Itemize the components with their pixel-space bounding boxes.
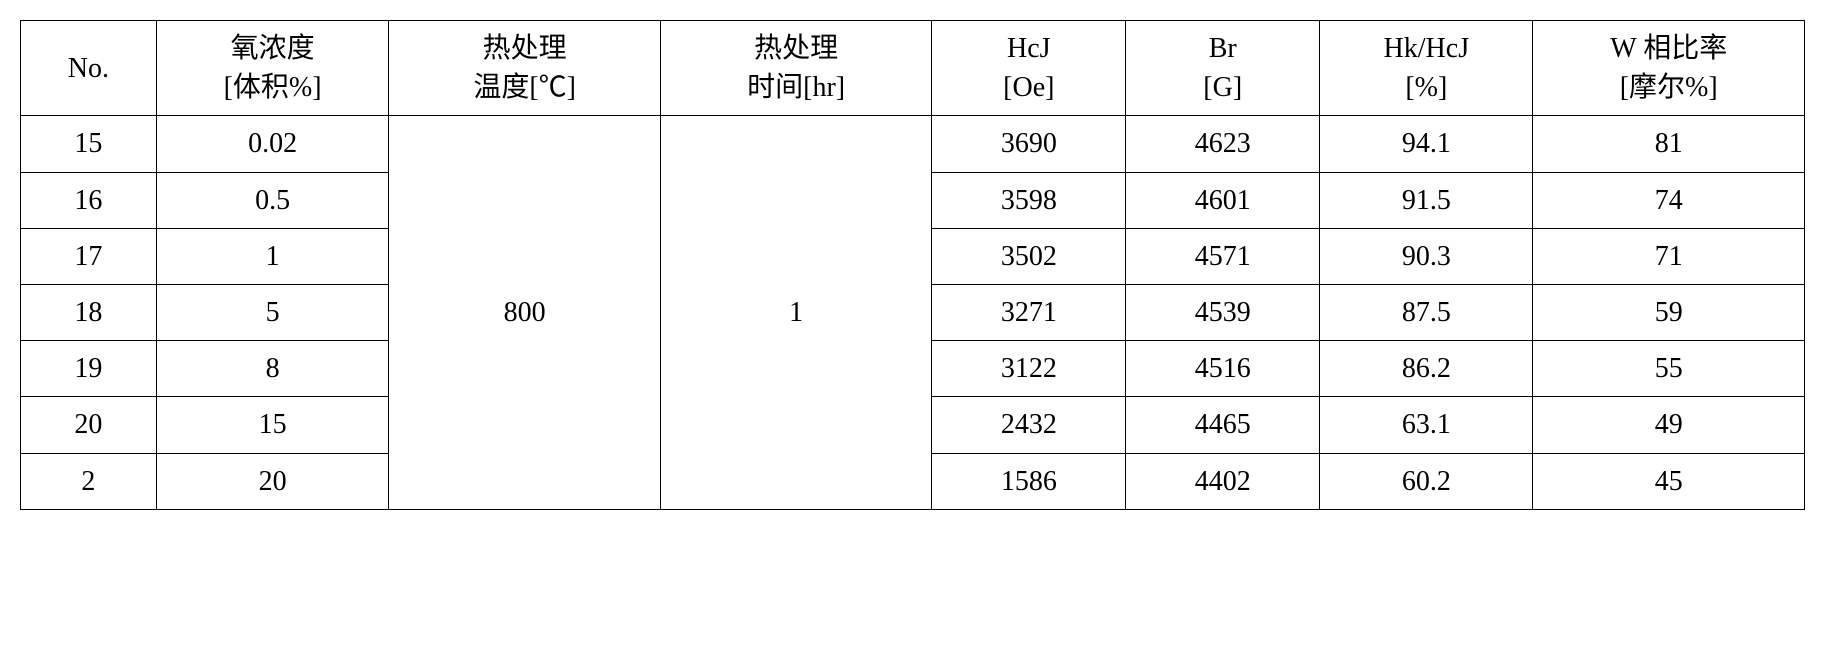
header-time: 热处理 时间[hr] (660, 21, 931, 116)
data-table: No. 氧浓度 [体积%] 热处理 温度[℃] 热处理 时间[hr] HcJ [… (20, 20, 1805, 510)
header-hcj-line1: HcJ (1007, 33, 1051, 64)
header-hkhcj: Hk/HcJ [%] (1320, 21, 1533, 116)
cell-oxygen: 0.02 (156, 116, 389, 172)
cell-time-merged: 1 (660, 116, 931, 509)
cell-hcj: 2432 (932, 397, 1126, 453)
cell-wratio: 55 (1533, 341, 1805, 397)
cell-no: 17 (21, 228, 157, 284)
cell-oxygen: 5 (156, 284, 389, 340)
header-wratio-line2: [摩尔%] (1620, 72, 1718, 103)
cell-hkhcj: 63.1 (1320, 397, 1533, 453)
cell-no: 18 (21, 284, 157, 340)
header-wratio-line1: W 相比率 (1610, 33, 1727, 64)
cell-br: 4516 (1126, 341, 1320, 397)
cell-oxygen: 15 (156, 397, 389, 453)
header-hcj: HcJ [Oe] (932, 21, 1126, 116)
cell-no: 20 (21, 397, 157, 453)
cell-hkhcj: 87.5 (1320, 284, 1533, 340)
header-br-line1: Br (1209, 33, 1237, 64)
header-time-line1: 热处理 (754, 33, 838, 64)
header-hkhcj-line2: [%] (1405, 72, 1447, 103)
header-wratio: W 相比率 [摩尔%] (1533, 21, 1805, 116)
header-oxygen-line1: 氧浓度 (231, 33, 315, 64)
cell-wratio: 59 (1533, 284, 1805, 340)
header-temp-line2: 温度[℃] (473, 72, 576, 103)
cell-br: 4623 (1126, 116, 1320, 172)
cell-wratio: 81 (1533, 116, 1805, 172)
cell-hkhcj: 90.3 (1320, 228, 1533, 284)
cell-wratio: 49 (1533, 397, 1805, 453)
cell-no: 19 (21, 341, 157, 397)
cell-br: 4601 (1126, 172, 1320, 228)
cell-br: 4539 (1126, 284, 1320, 340)
cell-br: 4465 (1126, 397, 1320, 453)
cell-br: 4402 (1126, 453, 1320, 509)
cell-hcj: 3122 (932, 341, 1126, 397)
header-temp: 热处理 温度[℃] (389, 21, 660, 116)
cell-hkhcj: 60.2 (1320, 453, 1533, 509)
cell-wratio: 71 (1533, 228, 1805, 284)
header-temp-line1: 热处理 (483, 33, 567, 64)
header-br: Br [G] (1126, 21, 1320, 116)
cell-hkhcj: 86.2 (1320, 341, 1533, 397)
cell-wratio: 45 (1533, 453, 1805, 509)
header-oxygen-line2: [体积%] (224, 72, 322, 103)
cell-hkhcj: 91.5 (1320, 172, 1533, 228)
cell-hcj: 1586 (932, 453, 1126, 509)
header-time-line2: 时间[hr] (747, 72, 845, 103)
cell-hkhcj: 94.1 (1320, 116, 1533, 172)
cell-oxygen: 8 (156, 341, 389, 397)
cell-hcj: 3271 (932, 284, 1126, 340)
cell-hcj: 3690 (932, 116, 1126, 172)
cell-no: 2 (21, 453, 157, 509)
cell-wratio: 74 (1533, 172, 1805, 228)
cell-temp-merged: 800 (389, 116, 660, 509)
header-br-line2: [G] (1203, 72, 1242, 103)
header-hkhcj-line1: Hk/HcJ (1384, 33, 1470, 64)
cell-br: 4571 (1126, 228, 1320, 284)
header-no-line1: No. (68, 53, 109, 84)
cell-hcj: 3502 (932, 228, 1126, 284)
header-oxygen: 氧浓度 [体积%] (156, 21, 389, 116)
cell-oxygen: 20 (156, 453, 389, 509)
cell-no: 16 (21, 172, 157, 228)
cell-no: 15 (21, 116, 157, 172)
header-row: No. 氧浓度 [体积%] 热处理 温度[℃] 热处理 时间[hr] HcJ [… (21, 21, 1805, 116)
table-row: 15 0.02 800 1 3690 4623 94.1 81 (21, 116, 1805, 172)
cell-hcj: 3598 (932, 172, 1126, 228)
cell-oxygen: 1 (156, 228, 389, 284)
header-no: No. (21, 21, 157, 116)
header-hcj-line2: [Oe] (1003, 72, 1054, 103)
cell-oxygen: 0.5 (156, 172, 389, 228)
